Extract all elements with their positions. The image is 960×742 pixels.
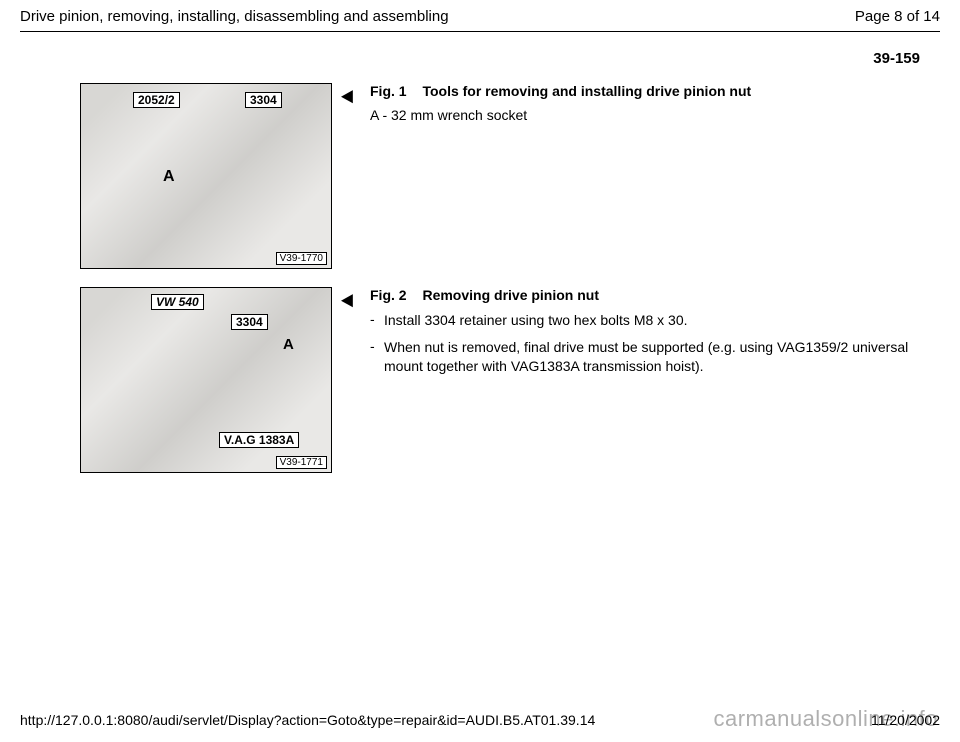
figure-body-line: A - 32 mm wrench socket — [370, 107, 910, 123]
section-number: 39-159 — [0, 32, 960, 79]
figure-1-text: Fig. 1 Tools for removing and installing… — [364, 83, 930, 133]
figure-tag: V39-1770 — [276, 252, 327, 265]
footer-date: 11/20/2002 — [871, 712, 940, 728]
figure-number: Fig. 1 — [370, 83, 407, 99]
figure-number: Fig. 2 — [370, 287, 407, 303]
callout-label: 3304 — [245, 92, 282, 108]
figure-heading: Fig. 1 Tools for removing and installing… — [370, 83, 910, 99]
header-page-number: Page 8 of 14 — [855, 8, 940, 25]
figure-title: Tools for removing and installing drive … — [422, 83, 751, 99]
bullet-text: When nut is removed, final drive must be… — [384, 338, 910, 376]
bullet-item: - Install 3304 retainer using two hex bo… — [370, 311, 910, 330]
figure-tag: V39-1771 — [276, 456, 327, 469]
left-arrow-icon: ◄ — [337, 289, 357, 311]
pointer-arrow: ◄ — [332, 83, 364, 107]
bullet-text: Install 3304 retainer using two hex bolt… — [384, 311, 910, 330]
figure-row: 2052/2 3304 A V39-1770 ◄ Fig. 1 Tools fo… — [0, 79, 960, 283]
bullet-dash-icon: - — [370, 311, 384, 330]
figure-row: VW 540 3304 A V.A.G 1383A V39-1771 ◄ Fig… — [0, 283, 960, 487]
callout-label: V.A.G 1383A — [219, 432, 299, 448]
figure-2-text: Fig. 2 Removing drive pinion nut - Insta… — [364, 287, 930, 384]
figure-placeholder — [81, 84, 331, 268]
page-header: Drive pinion, removing, installing, disa… — [0, 0, 960, 31]
callout-label: A — [159, 168, 179, 186]
callout-label: 2052/2 — [133, 92, 180, 108]
bullet-item: - When nut is removed, final drive must … — [370, 338, 910, 376]
footer-url: http://127.0.0.1:8080/audi/servlet/Displ… — [20, 712, 595, 728]
pointer-arrow: ◄ — [332, 287, 364, 311]
figure-title: Removing drive pinion nut — [422, 287, 599, 303]
figure-heading: Fig. 2 Removing drive pinion nut — [370, 287, 910, 303]
callout-label: VW 540 — [151, 294, 204, 310]
figure-1-image: 2052/2 3304 A V39-1770 — [80, 83, 332, 269]
left-arrow-icon: ◄ — [337, 85, 357, 107]
bullet-dash-icon: - — [370, 338, 384, 376]
figure-2-image: VW 540 3304 A V.A.G 1383A V39-1771 — [80, 287, 332, 473]
callout-label: A — [279, 336, 298, 353]
page-footer: http://127.0.0.1:8080/audi/servlet/Displ… — [0, 712, 960, 728]
header-title: Drive pinion, removing, installing, disa… — [20, 8, 449, 25]
callout-label: 3304 — [231, 314, 268, 330]
